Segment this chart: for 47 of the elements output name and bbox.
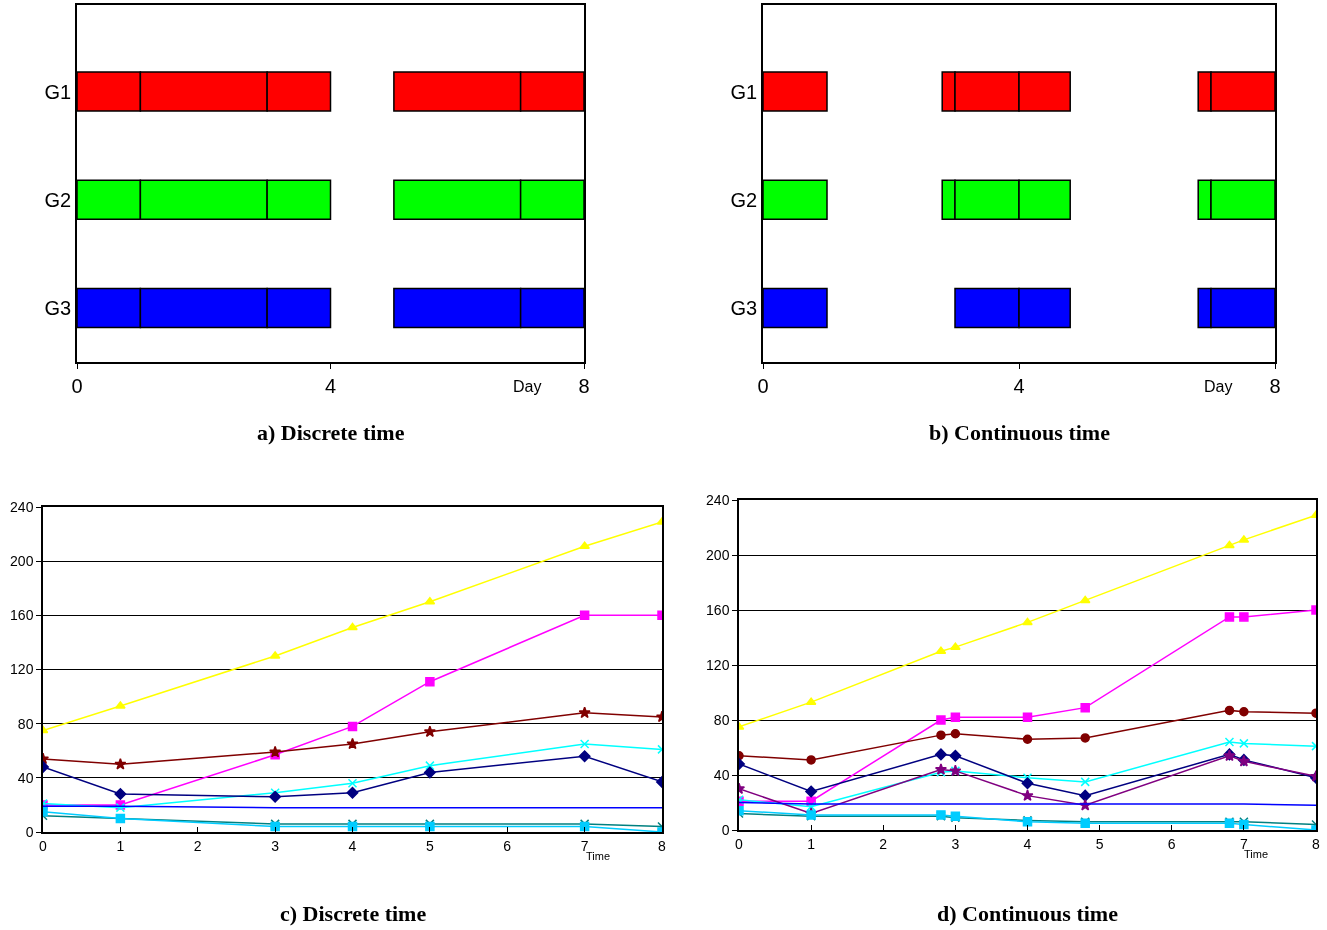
y-tick-label: G1 <box>730 80 758 103</box>
x-axis-title: Day <box>1204 378 1233 395</box>
x-tick-label: 8 <box>658 837 667 854</box>
x-tick-label: 8 <box>1312 835 1321 852</box>
y-tick-label: 0 <box>25 823 34 840</box>
text: a) Discrete time <box>257 420 405 445</box>
y-tick-label: 0 <box>721 821 730 838</box>
x-tick-label: 5 <box>1095 835 1104 852</box>
y-tick-label: G2 <box>44 188 72 211</box>
y-tick-label: 200 <box>10 553 34 570</box>
x-tick-label: 8 <box>578 374 590 397</box>
y-tick-label: 40 <box>713 766 730 783</box>
x-tick-label: 6 <box>1167 835 1176 852</box>
x-tick-label: 7 <box>580 837 589 854</box>
x-tick-label: 4 <box>1023 835 1032 852</box>
y-tick-label: 160 <box>10 607 34 624</box>
x-axis-title: Day <box>513 378 542 395</box>
y-tick-label: G2 <box>730 188 758 211</box>
y-tick-label: G3 <box>44 296 72 319</box>
x-tick-label: 5 <box>425 837 434 854</box>
y-tick-label: 240 <box>706 491 730 508</box>
x-tick-label: 1 <box>116 837 125 854</box>
y-tick-label: 120 <box>706 656 730 673</box>
y-tick-label: 80 <box>713 711 730 728</box>
x-axis-title: Time <box>1244 848 1269 860</box>
x-axis-title: Time <box>586 850 611 862</box>
x-tick-label: 6 <box>503 837 512 854</box>
x-tick-label: 2 <box>879 835 888 852</box>
x-tick-label: 4 <box>324 374 337 397</box>
x-tick-label: 8 <box>1269 374 1281 397</box>
y-tick-label: 200 <box>706 546 730 563</box>
y-tick-label: G3 <box>730 296 758 319</box>
y-tick-label: 40 <box>17 769 34 786</box>
y-tick-label: 160 <box>706 601 730 618</box>
text: b) Continuous time <box>929 420 1111 445</box>
text: c) Discrete time <box>280 901 427 926</box>
x-tick-label: 2 <box>193 837 202 854</box>
y-tick-label: G1 <box>44 80 72 103</box>
y-tick-label: 120 <box>10 661 34 678</box>
x-tick-label: 3 <box>951 835 960 852</box>
x-tick-label: 3 <box>271 837 280 854</box>
x-tick-label: 4 <box>348 837 357 854</box>
x-tick-label: 4 <box>1013 374 1025 397</box>
x-tick-label: 1 <box>807 835 816 852</box>
y-tick-label: 240 <box>10 498 34 515</box>
text: d) Continuous time <box>937 901 1119 926</box>
y-tick-label: 80 <box>17 715 34 732</box>
